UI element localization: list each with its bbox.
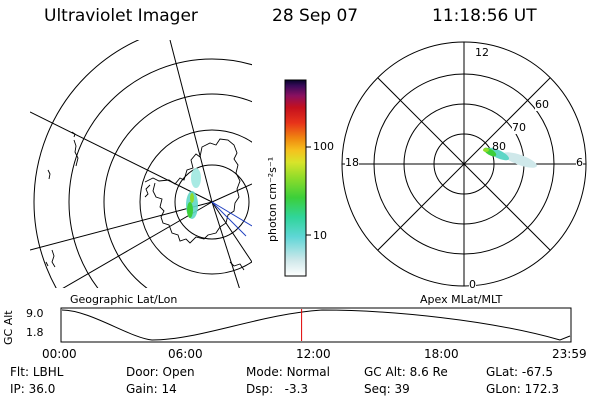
meridian-line [211,201,240,288]
time-label: 11:18:56 UT [432,6,537,26]
mlat-label-70: 70 [512,121,526,134]
status-ip: IP: 36.0 [10,382,56,396]
altitude-curve [61,309,571,341]
coastline [45,131,245,271]
mlat-label-80: 80 [492,140,506,153]
status-glon: GLon: 172.3 [486,382,559,396]
meridian-line [30,111,213,203]
status-gc-alt: GC Alt: 8.6 Re [364,365,448,379]
lat-circle [139,129,252,275]
meridian-line [211,201,252,263]
magnetic-polar-plot [341,41,587,287]
lat-circle [68,58,252,288]
status-flt: Flt: LBHL [10,365,64,379]
colorbar [284,79,311,277]
colorbar-tick-100: 100 [313,140,334,153]
meridian-line [169,40,213,203]
lat-circle [103,93,252,288]
mlat-label-60: 60 [535,98,549,111]
geographic-map [30,40,252,288]
status-gain: Gain: 14 [126,382,177,396]
timeline-xtick-0000: 00:00 [42,347,77,361]
meridian-line [211,183,252,203]
mlt-label-0: 0 [469,278,476,291]
status-mode: Mode: Normal [246,365,330,379]
aurora-right [483,147,538,168]
meridian-line [30,201,213,251]
altitude-timeline [60,307,572,343]
instrument-title: Ultraviolet Imager [44,6,198,26]
date-label: 28 Sep 07 [272,6,359,26]
colorbar-tick-10: 10 [313,229,327,242]
timeline-frame [60,307,572,343]
timeline-axis-label: GC Alt [2,310,15,345]
timeline-xtick-0600: 06:00 [168,347,203,361]
mlt-line [377,77,551,251]
status-glat: GLat: -67.5 [486,365,553,379]
meridian-line [62,201,213,288]
timeline-ytick-9: 9.0 [26,307,44,320]
geographic-label: Geographic Lat/Lon [70,293,178,306]
apex-label: Apex MLat/MLT [420,293,503,306]
status-dsp: Dsp: -3.3 [246,382,309,396]
aurora-left [186,168,201,219]
timeline-xtick-2359: 23:59 [552,347,587,361]
status-door: Door: Open [126,365,195,379]
timeline-xtick-1800: 18:00 [424,347,459,361]
colorbar-unit-label: photon cm⁻²s⁻¹ [266,156,279,242]
lat-circle [174,164,250,240]
timeline-xtick-1200: 12:00 [296,347,331,361]
mlt-label-12: 12 [475,46,489,59]
sensor-track [211,201,252,237]
lat-circle [33,40,140,288]
mlt-label-6: 6 [576,156,583,169]
timeline-ytick-1: 1.8 [26,326,44,339]
status-seq: Seq: 39 [364,382,410,396]
mlt-label-18: 18 [345,156,359,169]
colorbar-gradient [284,79,307,277]
